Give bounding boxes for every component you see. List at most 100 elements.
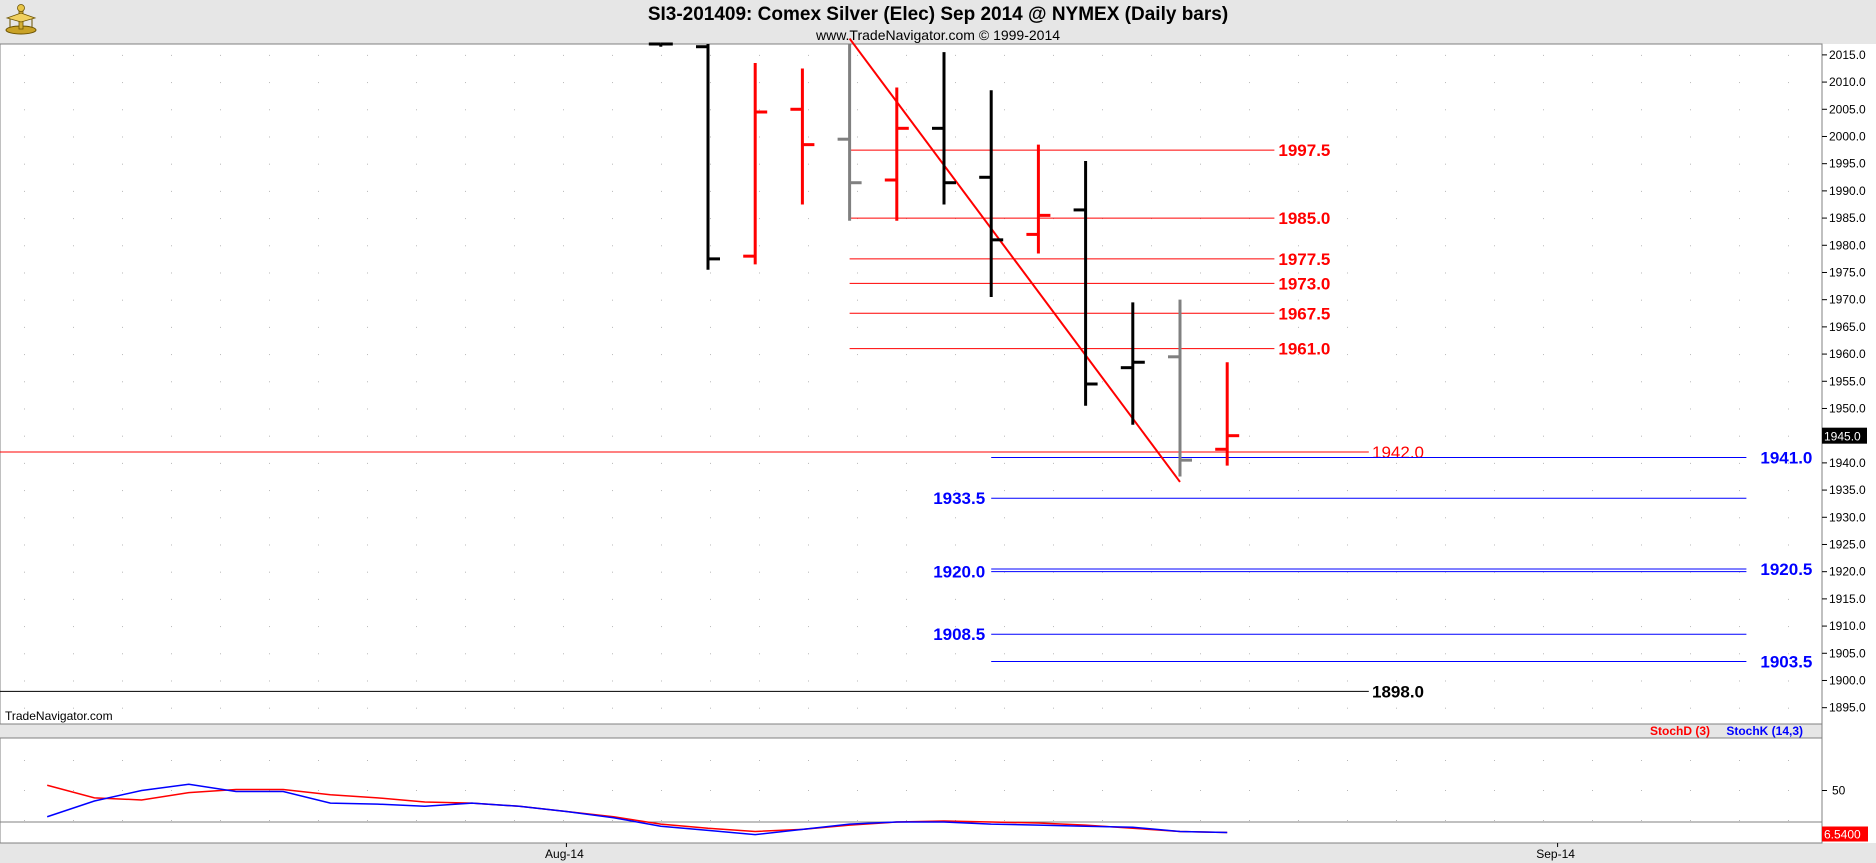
grid-dot (857, 326, 858, 328)
grid-dot (1102, 760, 1103, 761)
grid-dot (1788, 626, 1789, 628)
grid-dot (1200, 245, 1201, 247)
watermark: TradeNavigator.com (5, 709, 113, 723)
grid-dot (857, 790, 858, 791)
grid-dot (220, 680, 221, 682)
grid-dot (1788, 571, 1789, 573)
grid-dot (710, 109, 711, 111)
grid-dot (906, 653, 907, 655)
grid-dot (24, 680, 25, 682)
grid-dot (1543, 598, 1544, 600)
grid-dot (1788, 354, 1789, 356)
grid-dot (367, 462, 368, 464)
grid-dot (1592, 82, 1593, 84)
grid-dot (465, 272, 466, 274)
grid-dot (1151, 680, 1152, 682)
grid-dot (1592, 820, 1593, 821)
y-tick-label: 1985.0 (1829, 211, 1866, 225)
grid-dot (416, 626, 417, 628)
level-label: 1942.0 (1372, 443, 1424, 462)
grid-dot (24, 163, 25, 165)
grid-dot (661, 381, 662, 383)
grid-dot (1445, 653, 1446, 655)
grid-dot (1690, 381, 1691, 383)
grid-dot (514, 408, 515, 410)
grid-dot (1347, 136, 1348, 138)
grid-dot (1004, 190, 1005, 192)
grid-dot (514, 490, 515, 492)
grid-dot (318, 136, 319, 138)
grid-dot (661, 626, 662, 628)
grid-dot (1396, 544, 1397, 546)
grid-dot (1102, 462, 1103, 464)
grid-dot (318, 544, 319, 546)
grid-dot (612, 82, 613, 84)
grid-dot (1298, 598, 1299, 600)
grid-dot (1739, 408, 1740, 410)
grid-dot (514, 435, 515, 437)
grid-dot (1592, 462, 1593, 464)
x-tick-label: Sep-14 (1536, 847, 1575, 861)
grid-dot (73, 820, 74, 821)
grid-dot (416, 408, 417, 410)
y-tick-label: 2005.0 (1829, 102, 1866, 116)
grid-dot (1200, 408, 1201, 410)
grid-dot (367, 820, 368, 821)
grid-dot (1494, 820, 1495, 821)
grid-dot (1494, 54, 1495, 56)
grid-dot (1298, 680, 1299, 682)
grid-dot (171, 299, 172, 301)
grid-dot (1396, 326, 1397, 328)
grid-dot (1151, 707, 1152, 709)
grid-dot (465, 598, 466, 600)
grid-dot (1494, 517, 1495, 519)
grid-dot (1053, 136, 1054, 138)
grid-dot (1249, 680, 1250, 682)
grid-dot (514, 626, 515, 628)
grid-dot (1543, 136, 1544, 138)
grid-dot (1004, 54, 1005, 56)
grid-dot (1200, 163, 1201, 165)
grid-dot (1396, 790, 1397, 791)
grid-dot (710, 517, 711, 519)
grid-dot (1788, 598, 1789, 600)
grid-dot (1739, 218, 1740, 220)
grid-dot (122, 435, 123, 437)
grid-dot (1641, 626, 1642, 628)
grid-dot (661, 354, 662, 356)
grid-dot (955, 82, 956, 84)
grid-dot (122, 790, 123, 791)
grid-dot (367, 653, 368, 655)
grid-dot (1347, 517, 1348, 519)
grid-dot (220, 54, 221, 56)
osc-y-tick-label: 50 (1832, 784, 1846, 798)
grid-dot (416, 272, 417, 274)
grid-dot (1396, 190, 1397, 192)
grid-dot (1249, 790, 1250, 791)
grid-dot (661, 517, 662, 519)
grid-dot (367, 381, 368, 383)
grid-dot (514, 299, 515, 301)
grid-dot (1298, 109, 1299, 111)
y-tick-label: 1910.0 (1829, 619, 1866, 633)
grid-dot (122, 653, 123, 655)
grid-dot (1494, 381, 1495, 383)
grid-dot (318, 354, 319, 356)
grid-dot (171, 408, 172, 410)
grid-dot (1690, 354, 1691, 356)
grid-dot (1641, 190, 1642, 192)
grid-dot (1494, 190, 1495, 192)
grid-dot (171, 707, 172, 709)
grid-dot (1004, 109, 1005, 111)
grid-dot (1102, 435, 1103, 437)
osc-last-value-label: 6.5400 (1824, 828, 1861, 842)
grid-dot (1053, 490, 1054, 492)
grid-dot (563, 462, 564, 464)
grid-dot (1151, 326, 1152, 328)
grid-dot (367, 571, 368, 573)
grid-dot (710, 82, 711, 84)
grid-dot (269, 272, 270, 274)
grid-dot (24, 272, 25, 274)
grid-dot (24, 490, 25, 492)
grid-dot (808, 517, 809, 519)
